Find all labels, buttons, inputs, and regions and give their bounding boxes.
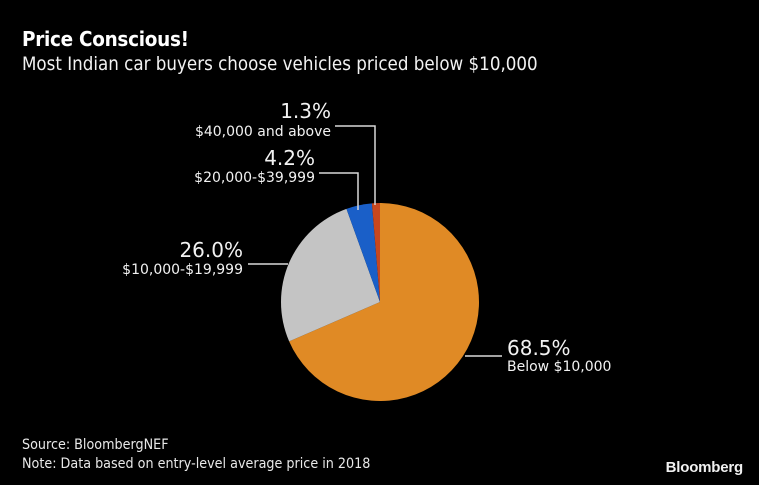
slice-category-label-20000-39999: $20,000-$39,999 (194, 170, 315, 186)
leader-line-40000-above (335, 125, 376, 205)
slice-value-label-20000-39999: 4.2% (264, 146, 315, 170)
slice-value-label-10000-19999: 26.0% (179, 238, 243, 262)
note-text: Note: Data based on entry-level average … (22, 456, 371, 472)
pie-slice-below-10-000 (289, 203, 479, 401)
bloomberg-logo: Bloomberg (665, 459, 744, 476)
source-text: Source: BloombergNEF (22, 437, 169, 453)
chart-title: Price Conscious! (22, 27, 189, 51)
chart-subtitle: Most Indian car buyers choose vehicles p… (22, 53, 538, 75)
pie-slice-10-000-19-999 (281, 208, 380, 342)
slice-category-label-40000-above: $40,000 and above (195, 124, 331, 140)
pie-slice-20-000-39-999 (346, 203, 380, 302)
pie-slices (281, 203, 479, 401)
footer-notes: Source: BloombergNEF Note: Data based on… (22, 436, 370, 474)
slice-value-label-below-10000: 68.5% (507, 336, 571, 360)
slice-category-label-10000-19999: $10,000-$19,999 (122, 262, 243, 278)
leader-line-20000-39999 (319, 172, 359, 210)
slice-category-label-below-10000: Below $10,000 (507, 359, 611, 375)
leader-lines (248, 125, 502, 357)
pie-slice-40-000-and-above (371, 203, 380, 302)
slice-value-label-40000-above: 1.3% (280, 99, 331, 123)
